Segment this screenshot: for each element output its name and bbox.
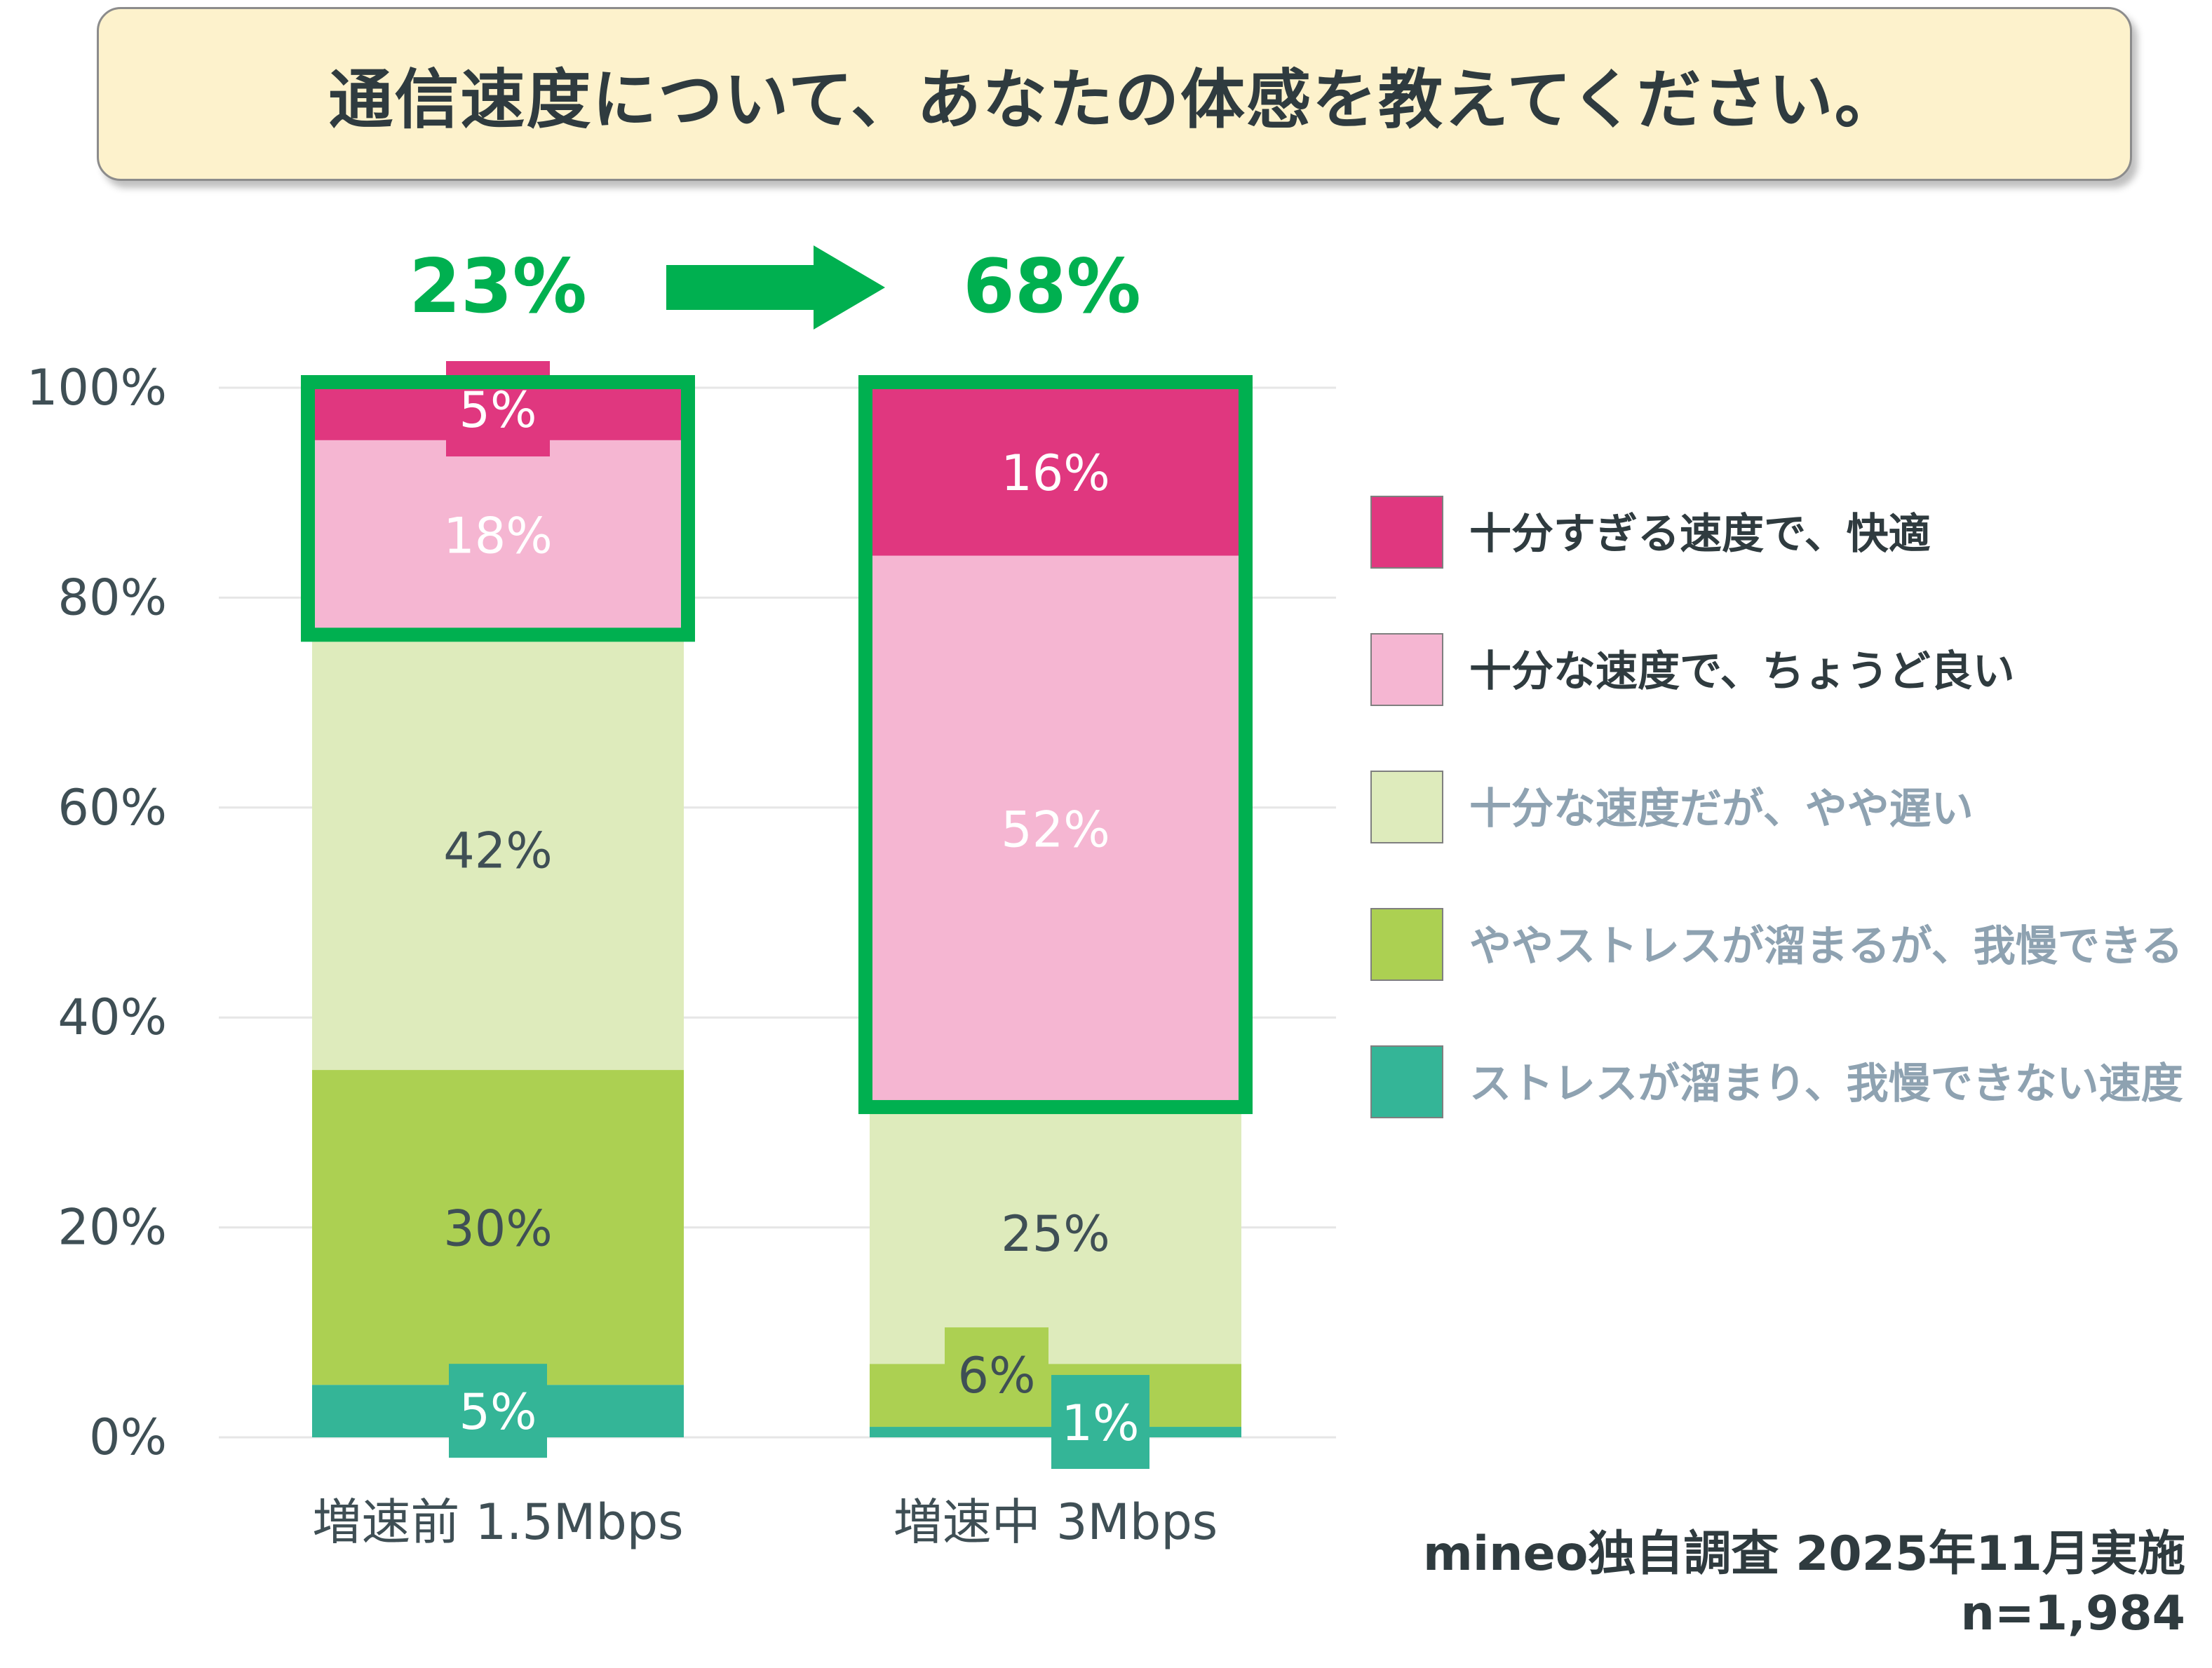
data-label: 42% — [443, 822, 553, 880]
highlight-before-value: 23% — [409, 243, 587, 330]
data-label: 30% — [443, 1200, 553, 1258]
legend-swatch — [1370, 633, 1443, 706]
y-tick-label: 40% — [58, 989, 167, 1046]
y-tick-label: 0% — [89, 1409, 167, 1466]
page-title: 通信速度について、あなたの体感を教えてください。 — [328, 62, 1901, 137]
data-label: 52% — [1001, 801, 1110, 859]
legend-label: ややストレスが溜まるが、我慢できる — [1469, 922, 2183, 971]
legend-swatch — [1370, 771, 1443, 843]
bar-segment — [312, 440, 684, 630]
highlight-frame — [301, 375, 695, 642]
data-label: 25% — [1001, 1205, 1110, 1263]
bar-segment — [870, 555, 1241, 1101]
bar-segment — [870, 1101, 1241, 1364]
legend-label: 十分な速度だが、やや遅い — [1469, 785, 1974, 834]
bar-segment — [870, 388, 1241, 556]
y-tick-label: 80% — [58, 569, 167, 626]
data-label: 5% — [459, 381, 537, 439]
x-category-label: 増速前 1.5Mbps — [312, 1493, 683, 1551]
data-label-tab — [1051, 1375, 1149, 1470]
legend-swatch — [1370, 908, 1443, 981]
highlight-frame — [858, 375, 1253, 1114]
title-banner: 通信速度について、あなたの体感を教えてください。 — [97, 7, 2132, 181]
data-label: 18% — [443, 508, 553, 565]
data-label: 5% — [459, 1383, 537, 1441]
data-label: 6% — [957, 1347, 1035, 1404]
legend-label: ストレスが溜まり、我慢できない速度 — [1469, 1059, 2183, 1108]
sample-size-note: n=1,984 — [1960, 1586, 2185, 1641]
legend-label: 十分すぎる速度で、快適 — [1469, 510, 1931, 559]
arrow-right-icon — [666, 245, 885, 330]
legend-swatch — [1370, 496, 1443, 569]
data-label: 1% — [1061, 1395, 1139, 1452]
y-tick-label: 20% — [58, 1199, 167, 1256]
bar-segment — [312, 1070, 684, 1385]
source-note: mineo独自調査 2025年11月実施 — [1423, 1526, 2185, 1582]
data-label: 16% — [1001, 445, 1110, 502]
y-tick-label: 100% — [27, 359, 167, 416]
bar-segment — [312, 629, 684, 1071]
legend-label: 十分な速度で、ちょうど良い — [1469, 647, 2015, 696]
y-tick-label: 60% — [58, 779, 167, 836]
x-category-label: 増速中 3Mbps — [893, 1493, 1218, 1551]
data-label-tab — [449, 1364, 547, 1458]
highlight-after-value: 68% — [963, 243, 1141, 330]
data-label-tab — [945, 1327, 1048, 1422]
legend-swatch — [1370, 1045, 1443, 1118]
